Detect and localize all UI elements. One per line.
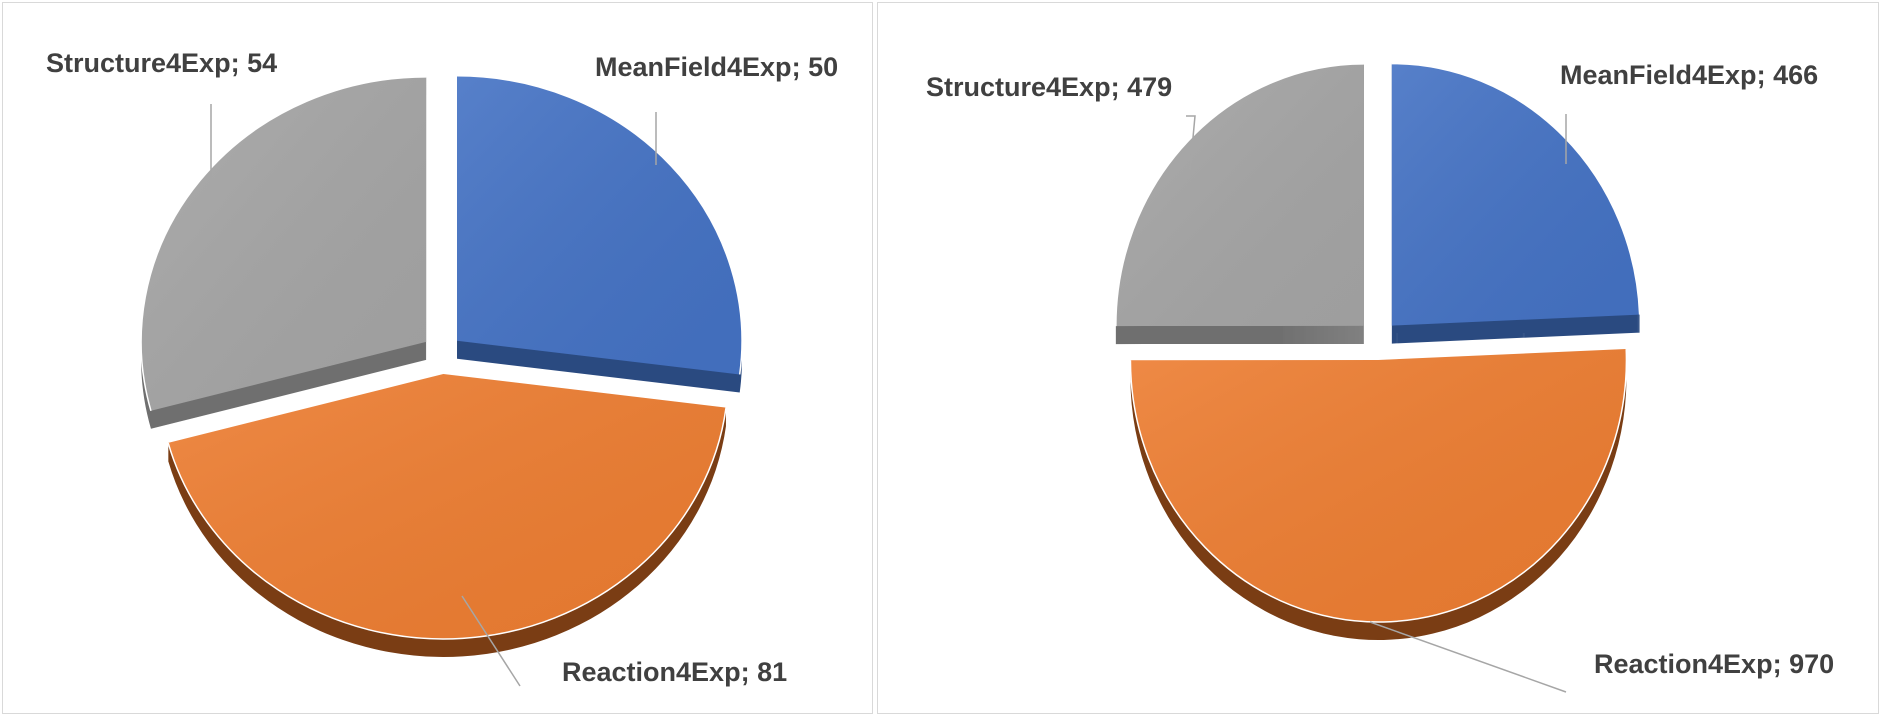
label-structure-left: Structure4Exp; 54 bbox=[46, 48, 277, 78]
slice-rim-structure4exp bbox=[1115, 63, 1364, 327]
pie-left bbox=[140, 75, 743, 687]
slice-rim-reaction4exp bbox=[1129, 349, 1628, 623]
label-meanfield-left: MeanField4Exp; 50 bbox=[595, 52, 838, 82]
slice-sheen-meanfield4exp bbox=[1391, 63, 1640, 326]
label-reaction-right: Reaction4Exp; 970 bbox=[1594, 649, 1834, 679]
pie-right bbox=[1115, 62, 1641, 693]
slice-sheen-structure4exp bbox=[141, 76, 427, 411]
slice-rim-meanfield4exp bbox=[1391, 62, 1641, 315]
slice-sheen-structure4exp bbox=[1115, 63, 1364, 327]
slice-sheen-reaction4exp bbox=[168, 373, 727, 639]
slice-rim-meanfield4exp bbox=[457, 75, 743, 375]
label-meanfield-right: MeanField4Exp; 466 bbox=[1560, 60, 1818, 90]
leader-line-structure4exp bbox=[461, 595, 521, 687]
slice-sheen-reaction4exp bbox=[1130, 349, 1627, 622]
slice-rim-structure4exp bbox=[140, 76, 427, 411]
leader-line-structure4exp bbox=[1369, 621, 1567, 693]
slice-rim-reaction4exp bbox=[167, 407, 727, 640]
label-reaction-left: Reaction4Exp; 81 bbox=[562, 657, 787, 687]
slice-sheen-meanfield4exp bbox=[457, 75, 743, 375]
label-structure-right: Structure4Exp; 479 bbox=[926, 72, 1172, 102]
leader-line-reaction4exp bbox=[1186, 115, 1196, 171]
